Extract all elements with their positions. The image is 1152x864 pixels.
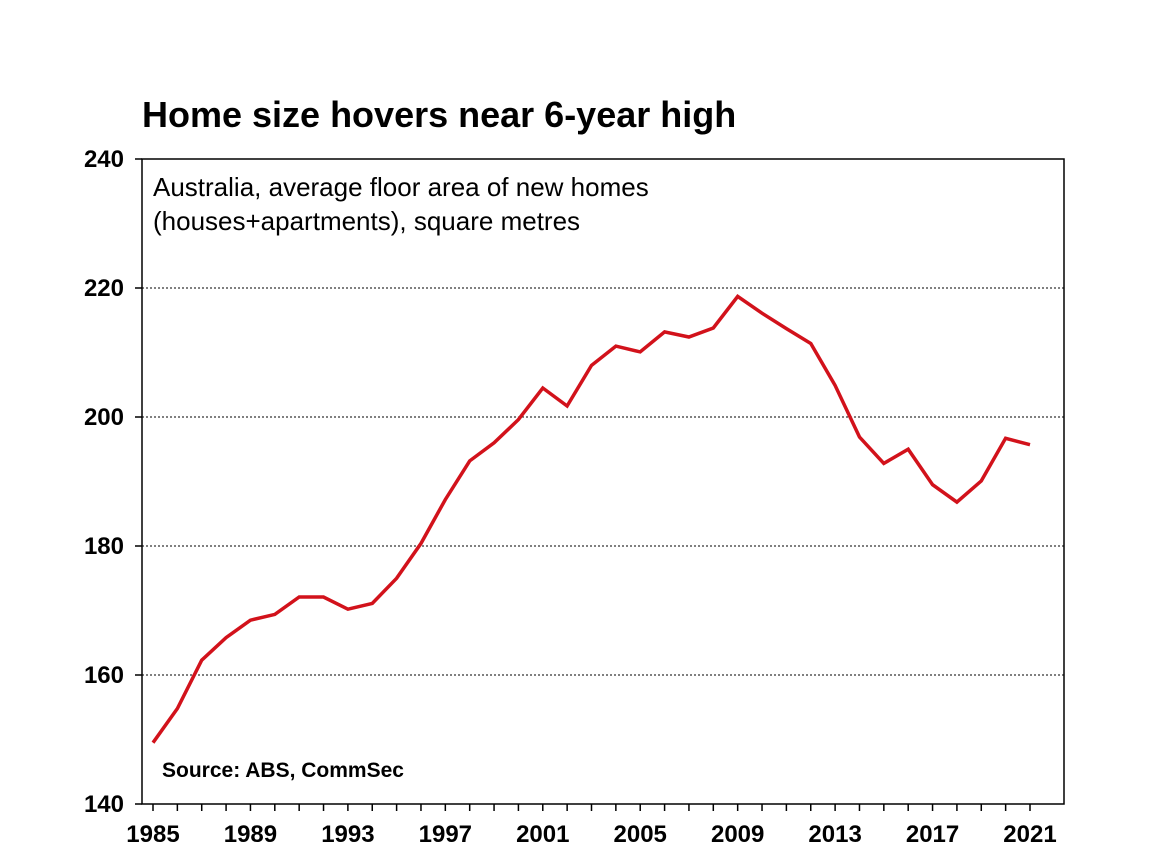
data-point-1994	[370, 601, 374, 605]
data-point-2006	[663, 330, 667, 334]
data-point-1992	[322, 595, 326, 599]
data-point-1989	[248, 618, 252, 622]
data-point-1997	[443, 498, 447, 502]
data-point-1995	[395, 576, 399, 580]
source-note: Source: ABS, CommSec	[162, 759, 404, 782]
grid-lines	[142, 287, 1064, 676]
data-point-2014	[858, 435, 862, 439]
x-tick-label: 1997	[419, 821, 472, 848]
x-tick-label: 1989	[224, 821, 277, 848]
data-point-2017	[931, 483, 935, 487]
x-tick-label: 2021	[1003, 821, 1056, 848]
x-tick-label: 2001	[516, 821, 569, 848]
x-tick-label: 2009	[711, 821, 764, 848]
x-axis: 1985 1989 1993 1997 2001 2005 2009 2013 2017 2021	[126, 804, 1057, 848]
x-tick-label: 2013	[808, 821, 861, 848]
y-axis: 140 160 180 200 220 240	[84, 146, 142, 818]
series-layer	[151, 294, 1032, 745]
data-point-2015	[882, 461, 886, 465]
data-point-1988	[224, 636, 228, 640]
data-point-2010	[760, 311, 764, 315]
data-point-2003	[590, 363, 594, 367]
data-point-2009	[736, 294, 740, 298]
data-point-1999	[492, 441, 496, 445]
data-point-2013	[833, 383, 837, 387]
chart-title: Home size hovers near 6-year high	[142, 94, 737, 135]
data-point-2020	[1004, 436, 1008, 440]
data-point-2000	[516, 418, 520, 422]
data-point-1993	[346, 607, 350, 611]
x-tick-label: 1985	[126, 821, 179, 848]
series-line-0	[151, 294, 1031, 744]
data-point-2002	[565, 404, 569, 408]
x-tick-label: 2017	[906, 821, 959, 848]
y-tick-label: 180	[84, 533, 124, 560]
y-tick-label: 140	[84, 791, 124, 818]
data-point-2011	[784, 327, 788, 331]
data-point-1986	[175, 707, 179, 711]
data-point-2001	[541, 386, 545, 390]
data-point-2012	[809, 342, 813, 346]
chart-subtitle-line-1: Australia, average floor area of new hom…	[153, 172, 649, 202]
data-point-2007	[687, 335, 691, 339]
data-point-2021	[1028, 443, 1032, 447]
y-tick-label: 160	[84, 662, 124, 689]
data-point-2019	[979, 479, 983, 483]
data-point-1996	[419, 541, 423, 545]
data-point-2018	[955, 500, 959, 504]
data-point-1998	[468, 459, 472, 463]
y-tick-label: 240	[84, 146, 124, 173]
data-point-1987	[200, 658, 204, 662]
chart-subtitle-line-2: (houses+apartments), square metres	[153, 206, 580, 236]
x-tick-label: 1993	[321, 821, 374, 848]
data-point-1990	[273, 612, 277, 616]
y-tick-label: 200	[84, 404, 124, 431]
data-point-2004	[614, 344, 618, 348]
data-point-2016	[906, 447, 910, 451]
data-point-1985	[151, 741, 155, 745]
x-tick-label: 2005	[614, 821, 667, 848]
y-tick-label: 220	[84, 275, 124, 302]
data-point-1991	[297, 595, 301, 599]
plot-frame	[141, 158, 1065, 805]
data-point-2005	[638, 350, 642, 354]
data-point-2008	[711, 326, 715, 330]
